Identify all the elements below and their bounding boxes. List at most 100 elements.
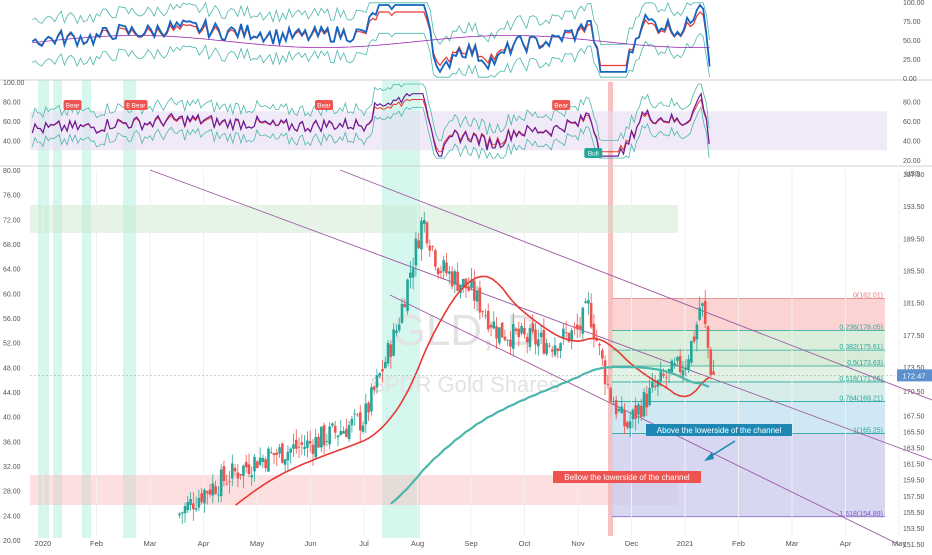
candle-body: [525, 336, 529, 343]
candle-body: [289, 448, 293, 453]
candle-body: [308, 441, 312, 444]
annotation-below-text: Bellow the lowerside of the channel: [564, 473, 690, 482]
candle-body: [534, 329, 537, 345]
candle-body: [559, 343, 562, 351]
signal-tag-text: Bear: [132, 103, 147, 110]
ma-200-line: [390, 365, 710, 505]
candle-body: [575, 324, 579, 330]
candle-body: [336, 435, 340, 438]
y-tick-label-left: 20.00: [3, 538, 21, 545]
candle-body: [342, 431, 345, 434]
candle-body: [581, 307, 585, 334]
candle-body: [303, 446, 306, 450]
candle-body: [628, 421, 632, 429]
y-tick-label-right: 181.50: [903, 301, 925, 308]
candle-body: [620, 406, 624, 413]
y-tick-label-left: 48.00: [3, 365, 21, 372]
candle-body: [564, 332, 568, 333]
candle-body: [233, 468, 237, 472]
y-tick-label-right: 159.50: [903, 478, 925, 485]
fib-zone: [612, 298, 885, 331]
candle-body: [609, 388, 612, 402]
y-tick-label-right: 165.50: [903, 429, 925, 436]
candle-body: [667, 369, 671, 374]
candle-body: [439, 271, 443, 273]
candle-body: [269, 452, 273, 453]
candle-body: [456, 271, 459, 291]
channel-mid: [339, 169, 932, 401]
candle-body: [417, 240, 420, 249]
candle-body: [436, 268, 440, 275]
resistance-zone: [30, 205, 678, 233]
y-tick-label-left: 64.00: [3, 267, 21, 274]
signal-tag-bear: Bear: [63, 100, 82, 110]
osc1-lower-band: [32, 32, 710, 78]
candle-body: [670, 360, 674, 373]
last-price-tag: 172.47: [897, 369, 932, 382]
fib-label: 0.382(175.61): [839, 344, 883, 351]
candle-body: [197, 497, 201, 508]
candle-body: [378, 373, 382, 377]
candle-body: [584, 301, 587, 304]
signal-tag-bear: Bear: [314, 100, 333, 110]
candle-body: [470, 279, 473, 288]
channel-upper: [149, 169, 932, 461]
candle-body: [389, 344, 393, 357]
y-tick-label-left: 40.00: [3, 415, 21, 422]
osc2-tick-label-right: 40.00: [903, 139, 921, 146]
candle-body: [520, 325, 523, 334]
candle-body: [617, 408, 621, 411]
candle-body: [681, 370, 685, 377]
y-tick-label-right: 173.50: [903, 365, 925, 372]
osc1-tick-label: 50.00: [903, 38, 921, 45]
candle-body: [225, 483, 229, 485]
x-tick-label: Feb: [732, 539, 745, 548]
annotation-below-bg: [553, 471, 701, 483]
x-tick-label: Oct: [519, 539, 532, 548]
candle-body: [600, 350, 604, 359]
candle-body: [414, 238, 418, 266]
candle-body: [639, 405, 643, 417]
y-tick-label-left: 68.00: [3, 242, 21, 249]
osc2-tick-label-left: 40.00: [3, 139, 21, 146]
ma-50-line: [235, 275, 710, 506]
highlight-band-red: [608, 82, 613, 536]
candle-body: [272, 452, 276, 456]
y-tick-label-left: 56.00: [3, 316, 21, 323]
candle-body: [297, 446, 301, 448]
candle-body: [542, 330, 546, 354]
annotation-above: Above the lowerside of the channel: [646, 424, 792, 436]
candle-body: [598, 343, 601, 346]
fib-label: 0.236(178.05): [839, 324, 883, 331]
candle-body: [631, 409, 635, 420]
y-tick-label-left: 28.00: [3, 489, 21, 496]
x-tick-label: May: [250, 539, 264, 548]
watermark-name: SPDR Gold Shares: [370, 372, 560, 397]
candle-body: [481, 311, 484, 313]
candle-body: [283, 459, 287, 465]
candle-body: [673, 363, 676, 366]
candle-body: [545, 343, 548, 355]
candle-body: [550, 349, 554, 352]
candle-body: [186, 501, 190, 511]
candle-body: [589, 302, 593, 328]
x-tick-label: Dec: [625, 539, 639, 548]
candle-body: [242, 465, 245, 476]
osc1-tick-label: 100.00: [903, 0, 925, 7]
signal-tag-text: Bear: [66, 103, 81, 110]
candle-body: [219, 469, 223, 497]
annotation-below: Bellow the lowerside of the channel: [553, 471, 701, 483]
candle-body: [208, 489, 212, 495]
candle-body: [294, 439, 298, 449]
osc1-tick-label: 75.00: [903, 19, 921, 26]
y-tick-label-left: 80.00: [3, 168, 21, 175]
candle-body: [292, 444, 295, 449]
candle-body: [442, 260, 446, 272]
annotation-above-text: Above the lowerside of the channel: [657, 426, 782, 435]
candle-body: [642, 391, 646, 417]
candle-body: [523, 327, 526, 335]
candle-body: [267, 448, 270, 472]
candle-body: [612, 403, 615, 405]
